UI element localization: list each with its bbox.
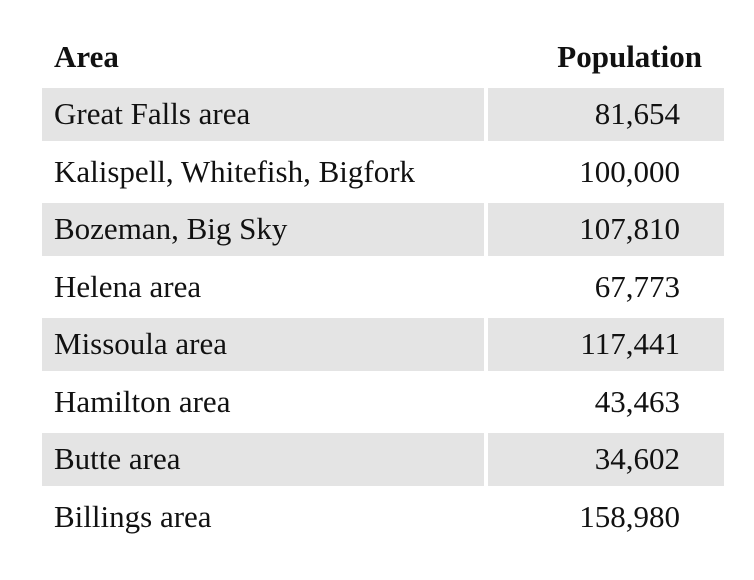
table-row: Missoula area 117,441 xyxy=(42,317,724,371)
table-row: Billings area 158,980 xyxy=(42,490,724,544)
area-cell: Bozeman, Big Sky xyxy=(42,202,484,256)
area-cell: Billings area xyxy=(54,498,212,534)
area-cell: Missoula area xyxy=(42,317,484,371)
area-cell: Butte area xyxy=(42,432,484,486)
table-body: Great Falls area 81,654 Kalispell, Whitefi… xyxy=(42,87,724,544)
population-cell: 81,654 xyxy=(488,87,724,141)
population-cell: 117,441 xyxy=(488,317,724,371)
population-cell: 158,980 xyxy=(579,498,680,534)
header-row: Area Population xyxy=(42,30,724,84)
population-cell: 43,463 xyxy=(594,383,680,419)
area-cell: Kalispell, Whitefish, Bigfork xyxy=(54,153,416,189)
table-row: Butte area 34,602 xyxy=(42,432,724,486)
header-cell: Area xyxy=(54,38,119,74)
table-container: Area Population Great Falls area 81,654 Ka… xyxy=(38,26,728,548)
table-header: Area Population xyxy=(42,30,724,84)
population-cell: 100,000 xyxy=(579,153,680,189)
area-cell: Hamilton area xyxy=(54,383,231,419)
table-row: Great Falls area 81,654 xyxy=(42,87,724,141)
table-row: Hamilton area 43,463 xyxy=(42,375,724,429)
table-row: Helena area 67,773 xyxy=(42,260,724,314)
population-cell: 34,602 xyxy=(488,432,724,486)
header-cell: Population xyxy=(557,38,702,74)
area-cell: Great Falls area xyxy=(42,87,484,141)
table-row: Bozeman, Big Sky 107,810 xyxy=(42,202,724,256)
table-row: Kalispell, Whitefish, Bigfork 100,000 xyxy=(42,145,724,199)
population-table: Area Population Great Falls area 81,654 Ka… xyxy=(38,26,728,548)
population-cell: 67,773 xyxy=(594,268,680,304)
area-cell: Helena area xyxy=(54,268,202,304)
population-cell: 107,810 xyxy=(488,202,724,256)
